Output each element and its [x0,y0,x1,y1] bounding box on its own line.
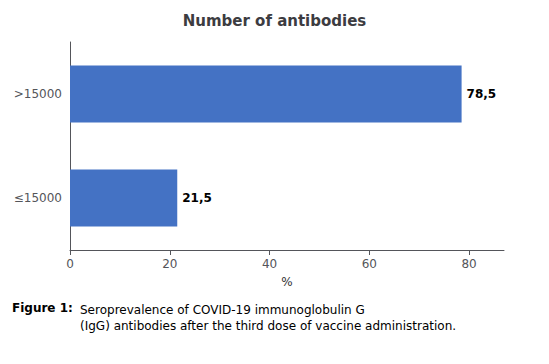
svg-text:>15000: >15000 [14,87,62,101]
svg-text:Seroprevalence of COVID-19 imm: Seroprevalence of COVID-19 immunoglobuli… [80,303,365,317]
svg-text:0: 0 [66,257,74,271]
svg-text:Number of antibodies: Number of antibodies [183,12,367,30]
svg-text:(IgG) antibodies after the thi: (IgG) antibodies after the third dose of… [80,319,456,333]
svg-text:20: 20 [162,257,177,271]
svg-text:≤15000: ≤15000 [14,191,62,205]
svg-text:60: 60 [362,257,377,271]
svg-text:21,5: 21,5 [182,191,212,205]
svg-text:80: 80 [461,257,476,271]
svg-text:%: % [281,275,292,289]
svg-text:Figure 1:: Figure 1: [12,301,73,315]
svg-text:40: 40 [262,257,277,271]
svg-text:78,5: 78,5 [467,87,497,101]
